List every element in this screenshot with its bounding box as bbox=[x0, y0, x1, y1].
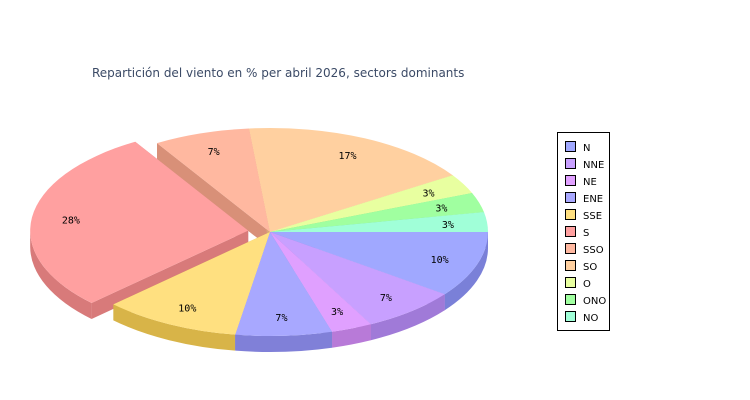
data-label-sse: 10% bbox=[178, 304, 196, 315]
data-label-nne: 7% bbox=[380, 293, 392, 304]
data-label-ne: 3% bbox=[331, 307, 343, 318]
slice-o bbox=[270, 175, 473, 232]
legend-swatch-so bbox=[565, 260, 576, 271]
legend-swatch-o bbox=[565, 277, 576, 288]
legend-swatch-n bbox=[565, 141, 576, 152]
legend-label-ono: ONO bbox=[583, 296, 606, 307]
slice-side-n bbox=[444, 232, 488, 311]
legend-swatch-sse bbox=[565, 209, 576, 220]
legend-swatch-sso bbox=[565, 243, 576, 254]
legend-swatch-no bbox=[565, 311, 576, 322]
slice-ono bbox=[270, 192, 484, 232]
slice-n bbox=[270, 232, 488, 295]
legend-label-no: NO bbox=[583, 313, 598, 324]
legend-label-so: SO bbox=[583, 262, 597, 273]
data-label-ono: 3% bbox=[435, 204, 447, 215]
legend-label-n: N bbox=[583, 143, 590, 154]
legend-swatch-ono bbox=[565, 294, 576, 305]
slice-sse bbox=[113, 232, 270, 335]
data-label-n: 10% bbox=[431, 255, 449, 266]
slice-wall-sso-start bbox=[156, 143, 270, 248]
legend-swatch-ne bbox=[565, 175, 576, 186]
data-label-ene: 7% bbox=[275, 313, 287, 324]
legend-label-sso: SSO bbox=[583, 245, 604, 256]
slice-no bbox=[270, 212, 488, 232]
pie-labels: 10%7%3%7%10%28%7% 17%3%3%3% bbox=[62, 147, 454, 324]
slice-side-sse bbox=[113, 304, 236, 351]
slice-side-nne bbox=[370, 294, 445, 341]
chart-title: Repartición del viento en % per abril 20… bbox=[92, 66, 464, 80]
slice-side-ene bbox=[235, 331, 333, 352]
pie-slices bbox=[30, 128, 488, 336]
data-label-sso: 7% bbox=[208, 147, 220, 158]
legend-label-ne: NE bbox=[583, 177, 597, 188]
slice-s bbox=[30, 141, 249, 304]
legend-swatch-nne bbox=[565, 158, 576, 169]
legend-swatch-s bbox=[565, 226, 576, 237]
legend-swatch-ene bbox=[565, 192, 576, 203]
slice-side-s bbox=[30, 230, 92, 320]
slice-side-ne bbox=[332, 324, 371, 348]
legend-label-s: S bbox=[583, 228, 589, 239]
slice-ene bbox=[235, 232, 333, 336]
slice-nne bbox=[270, 232, 445, 325]
legend-label-o: O bbox=[583, 279, 591, 290]
legend-label-ene: ENE bbox=[583, 194, 603, 205]
data-label-so: 17% bbox=[339, 151, 357, 162]
legend: N NNE NE ENE SSE S SSO SO O ONO NO bbox=[557, 132, 610, 331]
slice-so bbox=[249, 128, 453, 232]
data-label-s: 28% bbox=[62, 216, 80, 227]
slice-sso bbox=[156, 128, 270, 232]
legend-label-sse: SSE bbox=[583, 211, 602, 222]
legend-label-nne: NNE bbox=[583, 160, 604, 171]
data-label-no: 3% bbox=[442, 220, 454, 231]
slice-ne bbox=[270, 232, 371, 332]
data-label-o: 3% bbox=[422, 189, 434, 200]
